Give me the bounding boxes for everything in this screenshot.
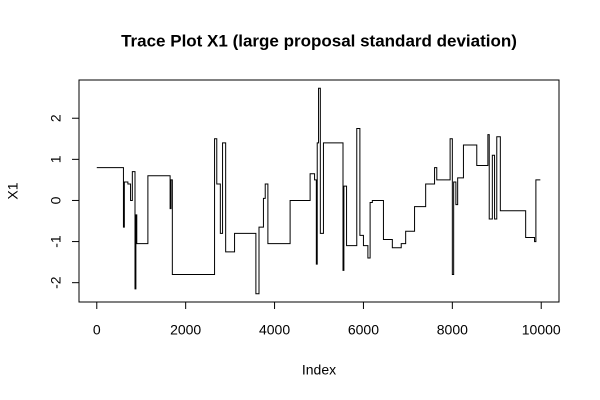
chart-title: Trace Plot X1 (large proposal standard d… — [121, 31, 517, 50]
x-tick-label: 8000 — [437, 322, 468, 338]
x-tick-label: 2000 — [170, 322, 201, 338]
x-tick-label: 0 — [93, 322, 101, 338]
x-axis-label: Index — [302, 362, 336, 378]
x-tick-label: 6000 — [348, 322, 379, 338]
y-tick-label: 2 — [48, 114, 64, 122]
y-tick-label: -2 — [48, 276, 64, 289]
y-tick-label: 0 — [48, 196, 64, 204]
x-tick-label: 10000 — [522, 322, 561, 338]
trace-line — [96, 87, 541, 295]
y-tick-label: 1 — [48, 155, 64, 163]
y-tick-label: -1 — [48, 235, 64, 248]
x-tick-label: 4000 — [259, 322, 290, 338]
y-axis-label: X1 — [5, 182, 21, 199]
